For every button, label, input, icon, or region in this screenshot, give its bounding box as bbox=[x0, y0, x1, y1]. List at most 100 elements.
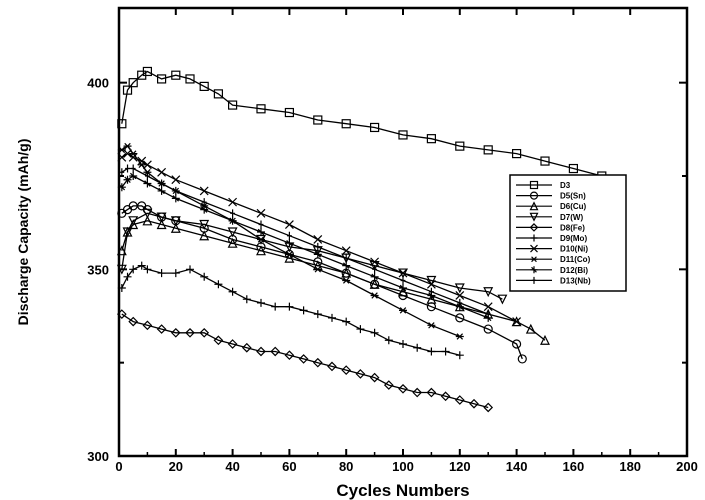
data-point bbox=[228, 216, 237, 225]
data-point bbox=[287, 231, 292, 240]
data-point bbox=[341, 365, 352, 375]
data-point bbox=[171, 175, 181, 185]
data-point bbox=[201, 198, 207, 207]
data-point bbox=[143, 179, 152, 188]
series-D12(Bi) bbox=[117, 172, 493, 322]
data-point bbox=[128, 216, 139, 227]
data-point bbox=[142, 66, 152, 77]
data-point bbox=[186, 265, 194, 274]
series-line bbox=[121, 212, 503, 300]
series-D9(Mo) bbox=[117, 261, 464, 360]
data-point bbox=[398, 130, 408, 140]
y-tick-label: 400 bbox=[87, 76, 109, 91]
data-point bbox=[200, 205, 209, 214]
data-point bbox=[228, 287, 237, 296]
data-point bbox=[455, 333, 464, 340]
data-point bbox=[125, 164, 130, 173]
data-point bbox=[313, 266, 322, 273]
data-point bbox=[483, 302, 493, 312]
data-point bbox=[285, 239, 294, 248]
data-point bbox=[540, 334, 550, 345]
data-point bbox=[159, 179, 164, 188]
data-point bbox=[270, 346, 281, 357]
legend-label: D12(Bi) bbox=[560, 266, 588, 275]
data-point bbox=[129, 265, 138, 274]
data-point bbox=[171, 70, 181, 80]
legend-entry: D11(Co) bbox=[516, 255, 591, 264]
data-point bbox=[130, 164, 136, 173]
data-point bbox=[400, 276, 406, 285]
data-point bbox=[426, 293, 437, 304]
data-point bbox=[285, 302, 294, 311]
data-point bbox=[123, 272, 132, 281]
data-point bbox=[242, 295, 251, 304]
data-point bbox=[199, 219, 210, 230]
data-point bbox=[227, 227, 238, 238]
legend-marker bbox=[529, 201, 539, 211]
data-point bbox=[370, 257, 380, 267]
data-point bbox=[284, 252, 295, 263]
data-point bbox=[128, 316, 139, 327]
series-line bbox=[121, 145, 461, 338]
data-point bbox=[370, 292, 379, 299]
legend-marker bbox=[529, 180, 539, 190]
data-point bbox=[157, 167, 167, 177]
data-point bbox=[128, 78, 138, 88]
data-point bbox=[483, 145, 493, 155]
series-line bbox=[121, 264, 460, 356]
data-point bbox=[426, 134, 436, 144]
data-point bbox=[257, 298, 265, 307]
legend-entry: D13(Nb) bbox=[516, 276, 591, 285]
data-point bbox=[171, 194, 180, 203]
data-point bbox=[122, 227, 133, 238]
data-point bbox=[123, 149, 132, 159]
data-point bbox=[213, 89, 223, 99]
data-point bbox=[284, 220, 294, 229]
data-point bbox=[123, 175, 132, 184]
data-point bbox=[128, 152, 138, 162]
legend-entry: D8(Fe) bbox=[516, 223, 585, 232]
data-point bbox=[299, 306, 308, 315]
data-point bbox=[200, 272, 209, 281]
data-point bbox=[540, 156, 550, 166]
data-point bbox=[399, 340, 407, 348]
data-point bbox=[256, 208, 266, 218]
y-tick-label: 300 bbox=[87, 449, 109, 464]
data-point bbox=[214, 280, 223, 289]
data-point bbox=[341, 119, 351, 129]
data-point bbox=[398, 383, 408, 394]
legend-box bbox=[509, 174, 627, 292]
data-point bbox=[427, 322, 436, 329]
series-line bbox=[121, 220, 546, 341]
data-point bbox=[384, 336, 393, 345]
data-point bbox=[313, 310, 322, 319]
data-point bbox=[170, 222, 181, 233]
series-D13(Nb) bbox=[119, 164, 491, 319]
legend-entry: D7(W) bbox=[516, 212, 583, 222]
data-point bbox=[313, 235, 323, 244]
legend-entry: D9(Mo) bbox=[516, 234, 587, 243]
data-point bbox=[129, 172, 138, 180]
data-point bbox=[137, 156, 147, 166]
data-point bbox=[412, 387, 423, 398]
legend-marker bbox=[529, 191, 539, 200]
data-point bbox=[342, 277, 351, 284]
data-point bbox=[156, 324, 167, 334]
data-point bbox=[517, 354, 527, 364]
series-D11(Co) bbox=[117, 142, 464, 340]
data-point bbox=[117, 183, 126, 192]
data-point bbox=[142, 160, 152, 170]
data-point bbox=[271, 302, 280, 311]
data-point bbox=[441, 347, 450, 356]
x-tick-label: 20 bbox=[169, 459, 183, 474]
data-point bbox=[256, 245, 266, 256]
legend-marker bbox=[530, 266, 538, 274]
series-D8(Fe) bbox=[116, 309, 494, 413]
data-point bbox=[285, 251, 294, 258]
x-tick-label: 180 bbox=[619, 459, 641, 474]
data-point bbox=[119, 168, 125, 177]
data-point bbox=[257, 236, 265, 243]
legend-entry: D3 bbox=[516, 180, 571, 190]
data-point bbox=[171, 269, 180, 278]
legend-marker bbox=[531, 276, 537, 284]
